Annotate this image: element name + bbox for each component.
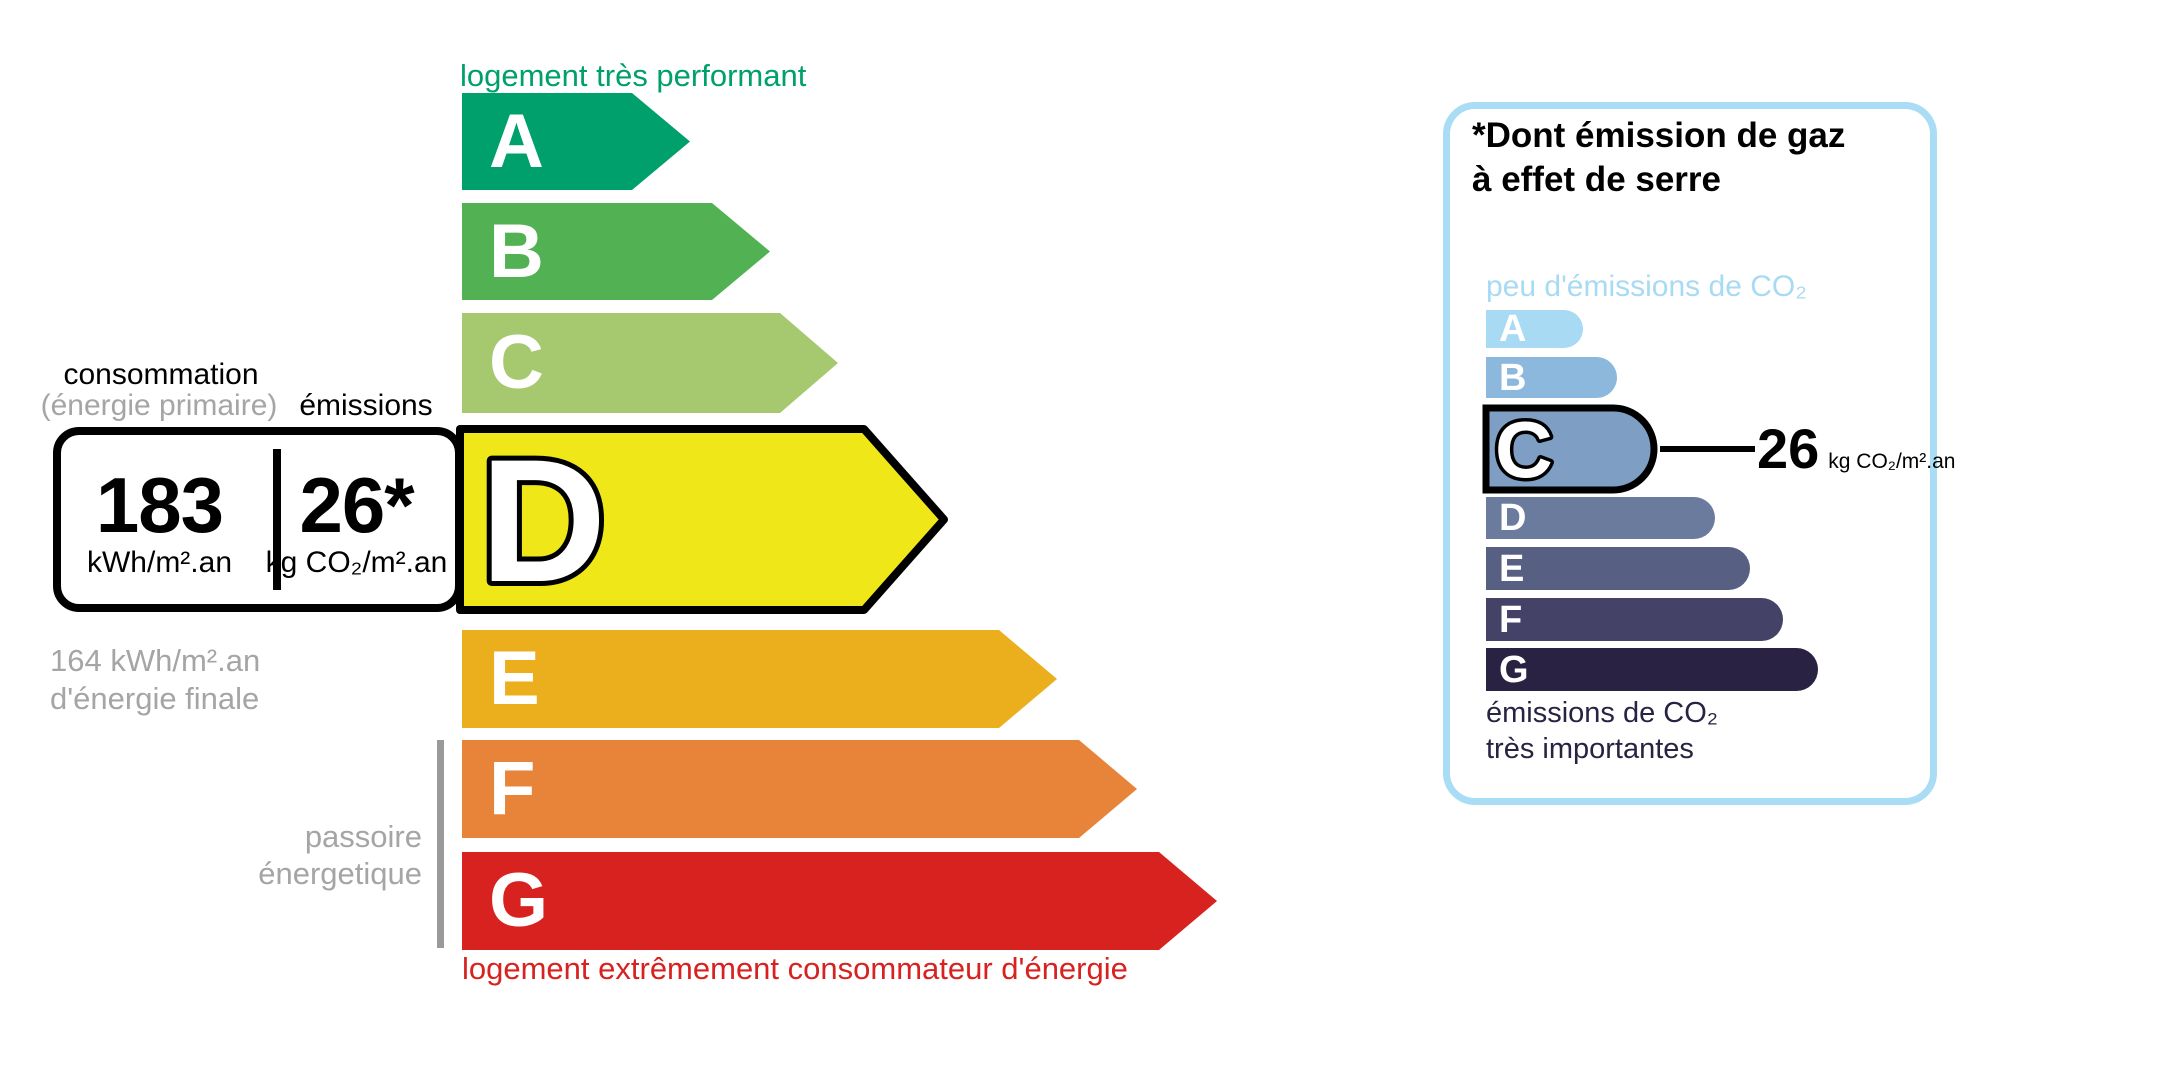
co2-bottom-label: émissions de CO₂ très importantes [1486, 696, 1718, 768]
co2-class-bar-b: B [1486, 357, 1617, 398]
info-box-divider [273, 449, 281, 590]
co2-class-bar-g: G [1486, 648, 1818, 691]
energy-scale-top-label: logement très performant [460, 58, 807, 93]
energy-sieve-bracket [437, 740, 444, 948]
co2-class-letter-a: A [1499, 308, 1527, 350]
energy-class-letter-c: C [489, 320, 544, 405]
co2-class-letter-d: D [1499, 497, 1527, 539]
consumption-header: consommation [63, 358, 259, 391]
consumption-column: 183 kWh/m².an [61, 435, 258, 604]
co2-class-bar-d: D [1486, 497, 1715, 539]
rating-info-box: 183 kWh/m².an 26* kg CO₂/m².an [53, 427, 463, 612]
co2-panel-title-line2: à effet de serre [1472, 160, 1722, 200]
co2-callout-values: 26 kg CO₂/m².an [1757, 416, 1956, 480]
co2-class-letter-f: F [1499, 598, 1523, 641]
co2-top-label: peu d'émissions de CO₂ [1486, 270, 1807, 303]
co2-rating-letter: C [1495, 405, 1553, 494]
energy-rating-arrow-d: D [456, 423, 948, 616]
energy-class-bar-f: F [462, 740, 1137, 838]
emissions-unit: kg CO₂/m².an [265, 545, 448, 579]
co2-class-letter-b: B [1499, 356, 1527, 399]
co2-callout-line [1660, 445, 1755, 452]
energy-scale-bottom-label: logement extrêmement consommateur d'éner… [462, 951, 1128, 986]
emissions-column: 26* kg CO₂/m².an [258, 435, 455, 604]
energy-class-bar-c: C [462, 313, 838, 413]
co2-rating-value: 26 [1757, 416, 1820, 480]
energy-class-letter-b: B [489, 208, 544, 294]
energy-sieve-label-line1: passoire [304, 819, 422, 854]
co2-class-letter-g: G [1499, 648, 1529, 691]
energy-class-bar-g: G [462, 852, 1217, 950]
co2-class-letter-e: E [1499, 547, 1525, 590]
co2-rating-bar-c: C [1482, 403, 1658, 495]
final-energy-caption: 164 kWh/m².an d'énergie finale [50, 642, 260, 718]
energy-class-letter-a: A [489, 98, 544, 184]
energy-sieve-label: passoire énergetique [180, 818, 422, 892]
emissions-header: émissions [299, 389, 433, 422]
consumption-value: 183 [95, 460, 224, 549]
co2-panel-title-line1: *Dont émission de gaz [1472, 116, 1846, 155]
co2-bottom-label-line1: émissions de CO₂ [1486, 697, 1719, 729]
consumption-unit: kWh/m².an [86, 545, 233, 579]
emissions-value: 26* [299, 460, 414, 549]
energy-sieve-label-line2: énergetique [258, 856, 422, 892]
co2-class-bar-f: F [1486, 598, 1783, 641]
co2-rating-bar-shape [1482, 404, 1658, 494]
energy-rating-letter: D [480, 424, 606, 616]
co2-bottom-label-line2: très importantes [1486, 732, 1694, 765]
co2-rating-unit: kg CO₂/m².an [1828, 449, 1956, 473]
final-energy-line2: d'énergie finale [50, 680, 260, 716]
consumption-subheader: (énergie primaire) [40, 389, 278, 422]
energy-class-letter-g: G [489, 858, 549, 943]
energy-class-letter-e: E [489, 636, 540, 721]
co2-class-bar-a: A [1486, 310, 1583, 348]
energy-class-bar-e: E [462, 630, 1057, 728]
energy-class-bar-a: A [462, 93, 690, 190]
co2-rating-callout: 26 kg CO₂/m².an [1660, 407, 1955, 490]
co2-panel-title: *Dont émission de gaz à effet de serre [1472, 114, 1845, 202]
energy-class-letter-f: F [489, 746, 536, 831]
co2-class-bar-e: E [1486, 547, 1750, 590]
final-energy-line1: 164 kWh/m².an [50, 643, 261, 678]
energy-class-bar-b: B [462, 203, 770, 300]
